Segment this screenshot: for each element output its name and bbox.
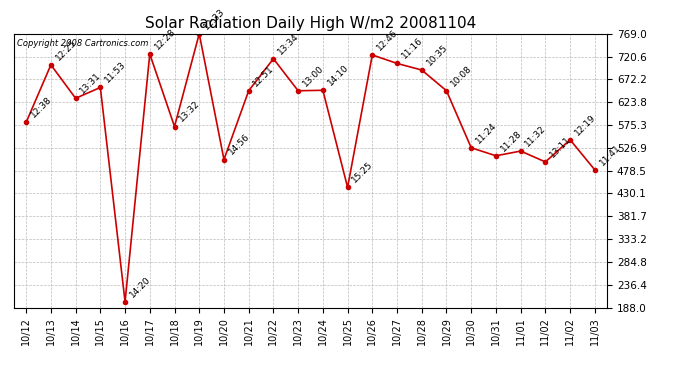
Text: 14:10: 14:10 bbox=[326, 63, 351, 87]
Text: 12:19: 12:19 bbox=[573, 112, 598, 137]
Text: 11:32: 11:32 bbox=[524, 124, 548, 148]
Text: Copyright 2008 Cartronics.com: Copyright 2008 Cartronics.com bbox=[17, 39, 148, 48]
Text: 10:35: 10:35 bbox=[424, 43, 449, 67]
Text: 11:53: 11:53 bbox=[103, 60, 128, 85]
Text: 12:33: 12:33 bbox=[202, 6, 226, 31]
Text: 11:28: 11:28 bbox=[499, 128, 523, 153]
Text: 11:16: 11:16 bbox=[400, 36, 424, 61]
Text: 14:56: 14:56 bbox=[227, 132, 251, 157]
Text: 12:25: 12:25 bbox=[54, 38, 78, 62]
Text: 12:46: 12:46 bbox=[375, 28, 400, 52]
Text: 13:32: 13:32 bbox=[177, 99, 202, 124]
Text: 11:41: 11:41 bbox=[598, 142, 622, 167]
Text: 11:24: 11:24 bbox=[474, 120, 498, 145]
Title: Solar Radiation Daily High W/m2 20081104: Solar Radiation Daily High W/m2 20081104 bbox=[145, 16, 476, 31]
Text: 13:00: 13:00 bbox=[301, 63, 326, 88]
Text: 12:38: 12:38 bbox=[29, 95, 54, 120]
Text: 13:11: 13:11 bbox=[548, 135, 573, 159]
Text: 14:20: 14:20 bbox=[128, 274, 152, 299]
Text: 15:25: 15:25 bbox=[351, 160, 375, 184]
Text: 12:51: 12:51 bbox=[251, 63, 276, 88]
Text: 12:28: 12:28 bbox=[152, 27, 177, 51]
Text: 13:31: 13:31 bbox=[79, 71, 103, 96]
Text: 13:34: 13:34 bbox=[276, 32, 301, 56]
Text: 10:08: 10:08 bbox=[449, 63, 474, 88]
